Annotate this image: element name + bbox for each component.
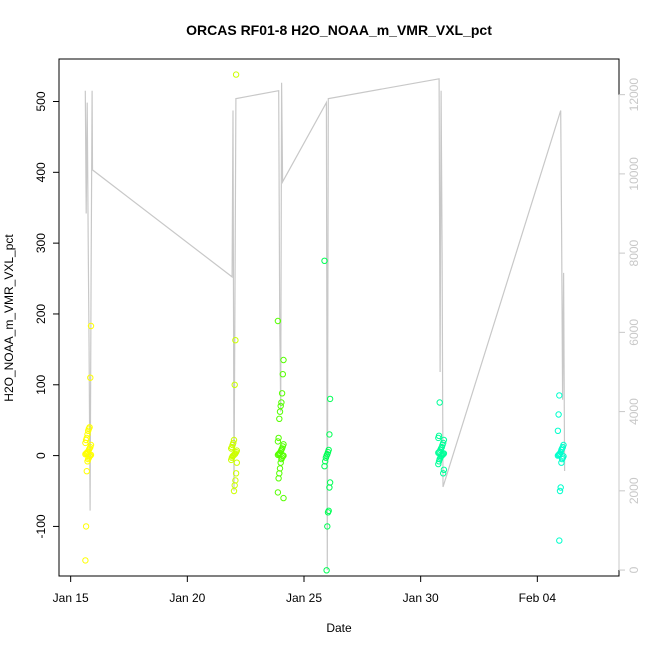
data-point: [556, 487, 564, 495]
y-left-tick-label: -100: [34, 514, 48, 538]
data-point: [556, 392, 563, 399]
data-point: [279, 371, 286, 378]
data-point: [436, 399, 443, 406]
data-point: [440, 436, 448, 444]
y-right-tick-label: 2000: [627, 477, 641, 504]
y-left-tick-label: 0: [34, 452, 48, 459]
y-right-tick-label: 4000: [627, 398, 641, 425]
data-point: [233, 459, 241, 466]
data-point: [231, 381, 238, 388]
y-axis-right: 0 2000 4000 6000 8000 10000 12000: [618, 78, 641, 573]
data-point: [280, 494, 287, 502]
data-point: [274, 489, 282, 496]
data-point: [322, 458, 329, 465]
data-point: [324, 523, 331, 530]
data-point: [326, 431, 333, 438]
data-point: [326, 479, 334, 486]
data-point: [326, 395, 334, 403]
y-left-tick-label: 300: [34, 233, 48, 253]
data-point: [232, 477, 239, 484]
y-left-tick-label: 400: [34, 162, 48, 182]
data-point: [87, 322, 95, 330]
data-point: [86, 424, 93, 431]
y-right-tick-label: 10000: [627, 157, 641, 191]
data-point: [435, 432, 443, 439]
data-point: [555, 411, 562, 418]
data-point: [560, 441, 567, 449]
data-point: [440, 470, 447, 477]
y-axis-left: -100 0 100 200 300 400 500: [34, 91, 60, 538]
x-axis-label: Date: [326, 621, 352, 635]
data-point: [87, 374, 94, 381]
data-point: [274, 317, 282, 325]
x-tick-label: Jan 30: [403, 591, 439, 605]
altitude-trace-layer: [84, 78, 566, 571]
data-point: [280, 356, 287, 364]
chart-title: ORCAS RF01-8 H2O_NOAA_m_VMR_VXL_pct: [186, 22, 492, 38]
data-point: [278, 399, 285, 406]
data-point: [280, 441, 287, 448]
data-point: [554, 427, 562, 434]
x-tick-label: Jan 25: [286, 591, 322, 605]
data-point: [84, 431, 91, 438]
y-right-tick-label: 6000: [627, 319, 641, 346]
data-points-layer: [82, 71, 567, 574]
data-point: [557, 484, 564, 491]
data-point: [325, 507, 332, 514]
data-point: [87, 441, 95, 449]
y-left-tick-label: 200: [34, 304, 48, 324]
y-left-tick-label: 500: [34, 91, 48, 111]
data-point: [277, 402, 284, 410]
data-point: [230, 436, 238, 444]
y-right-tick-label: 12000: [627, 78, 641, 112]
altitude-line: [84, 78, 566, 571]
data-point: [276, 415, 283, 422]
data-point: [323, 567, 330, 574]
data-point: [278, 390, 286, 397]
data-point: [440, 466, 448, 473]
data-point: [321, 257, 328, 264]
x-tick-label: Jan 15: [53, 591, 89, 605]
data-point: [440, 439, 447, 447]
data-point: [232, 470, 240, 477]
y-left-tick-label: 100: [34, 374, 48, 394]
y-axis-label: H2O_NOAA_m_VMR_VXL_pct: [2, 234, 16, 402]
data-point: [276, 408, 284, 415]
data-point: [232, 71, 240, 78]
data-point: [82, 557, 89, 564]
data-point: [274, 438, 282, 445]
data-point: [230, 439, 237, 447]
data-point: [83, 434, 91, 442]
data-point: [275, 434, 282, 442]
y-right-tick-label: 0: [627, 566, 641, 573]
y-right-tick-label: 8000: [627, 239, 641, 266]
data-point: [233, 447, 241, 454]
x-tick-label: Feb 04: [519, 591, 557, 605]
plot-frame: [58, 58, 620, 577]
x-axis: Jan 15 Jan 20 Jan 25 Jan 30 Feb 04: [53, 575, 557, 605]
data-point: [83, 468, 91, 475]
data-point: [82, 523, 90, 530]
data-point: [556, 537, 563, 544]
data-point: [232, 337, 239, 344]
data-point: [325, 446, 332, 454]
x-tick-label: Jan 20: [169, 591, 205, 605]
